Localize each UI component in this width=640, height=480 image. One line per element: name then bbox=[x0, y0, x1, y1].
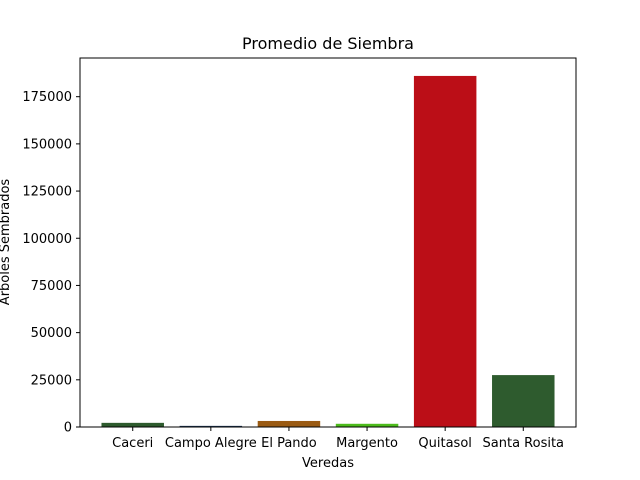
bar-caceri bbox=[101, 422, 164, 427]
y-tick-label: 100000 bbox=[22, 232, 72, 247]
bars-group bbox=[101, 75, 555, 428]
y-axis-label: Arboles Sembrados bbox=[0, 179, 13, 306]
y-tick-label: 0 bbox=[64, 421, 72, 436]
x-axis-label: Veredas bbox=[302, 456, 354, 471]
x-tick-label: Quitasol bbox=[418, 436, 472, 451]
y-axis: 0 25000 50000 75000 100000 125000 150000 175000 bbox=[22, 90, 80, 436]
bar-el-pando bbox=[257, 420, 321, 427]
x-axis: Caceri Campo Alegre El Pando Margento Quitas… bbox=[112, 427, 564, 451]
y-tick-label: 25000 bbox=[31, 373, 72, 388]
y-tick-label: 175000 bbox=[22, 90, 72, 105]
x-tick-label: Santa Rosita bbox=[483, 436, 565, 451]
x-tick-label: Campo Alegre bbox=[165, 436, 257, 451]
chart-title: Promedio de Siembra bbox=[242, 34, 414, 53]
y-tick-label: 50000 bbox=[31, 326, 72, 341]
bar-quitasol bbox=[413, 75, 477, 428]
x-tick-label: Margento bbox=[336, 436, 398, 451]
plot-frame bbox=[79, 57, 577, 428]
bar-campo-alegre bbox=[179, 425, 243, 427]
bar-santa-rosita bbox=[492, 375, 555, 427]
bar-margento bbox=[335, 423, 399, 427]
x-tick-label: El Pando bbox=[261, 436, 317, 451]
y-tick-label: 150000 bbox=[22, 137, 72, 152]
y-tick-label: 75000 bbox=[31, 279, 72, 294]
x-tick-label: Caceri bbox=[112, 436, 153, 451]
y-tick-label: 125000 bbox=[22, 185, 72, 200]
